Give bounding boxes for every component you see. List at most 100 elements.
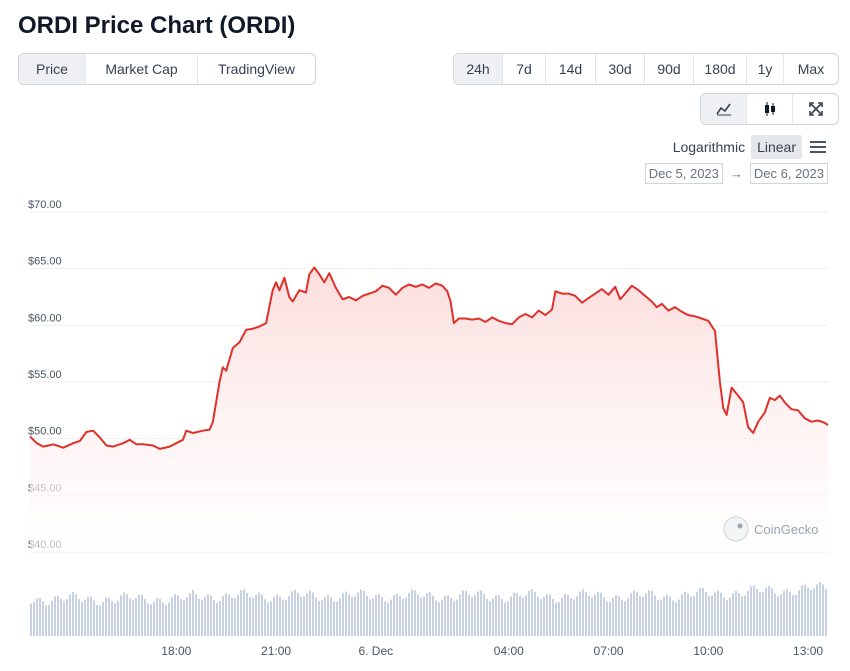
x-tick-label: 6. Dec: [358, 644, 393, 658]
volume-bar: [507, 601, 509, 636]
volume-bar: [774, 593, 776, 636]
volume-bar: [33, 601, 35, 636]
volume-bar: [336, 601, 338, 636]
volume-bar: [570, 598, 572, 636]
volume-bar: [666, 594, 668, 636]
volume-bar: [192, 589, 194, 636]
volume-bar: [450, 598, 452, 636]
volume-bar: [498, 595, 500, 636]
volume-bar: [228, 594, 230, 636]
volume-bar: [186, 597, 188, 636]
volume-bar: [777, 596, 779, 636]
volume-bar: [462, 590, 464, 636]
tab-tradingview[interactable]: TradingView: [217, 61, 296, 77]
y-tick-label: $45.00: [28, 482, 62, 494]
volume-bar: [345, 591, 347, 636]
volume-bar: [555, 602, 557, 636]
volume-bar: [753, 585, 755, 636]
volume-bar: [306, 593, 308, 636]
line-chart-button[interactable]: [701, 94, 747, 124]
range-14d[interactable]: 14d: [546, 54, 596, 84]
volume-bar: [756, 589, 758, 636]
volume-bar: [171, 597, 173, 636]
linear-option[interactable]: Linear: [751, 135, 802, 159]
volume-bar: [132, 600, 134, 636]
volume-bar: [606, 601, 608, 636]
volume-bar: [78, 598, 80, 636]
range-30d[interactable]: 30d: [596, 54, 645, 84]
volume-bar: [822, 584, 824, 636]
volume-bar: [381, 597, 383, 636]
range-180d[interactable]: 180d: [694, 54, 747, 84]
menu-icon[interactable]: [810, 138, 826, 156]
candlestick-button[interactable]: [747, 94, 793, 124]
volume-bar: [102, 601, 104, 636]
volume-bar: [813, 588, 815, 636]
volume-bar: [375, 595, 377, 636]
volume-bar: [612, 597, 614, 636]
price-area: [30, 267, 828, 552]
volume-bar: [174, 594, 176, 636]
volume-bar: [657, 599, 659, 636]
volume-bar: [492, 598, 494, 636]
volume-bar: [117, 600, 119, 636]
volume-bar: [735, 590, 737, 636]
volume-bar: [120, 595, 122, 636]
volume-bar: [333, 601, 335, 636]
volume-bar: [168, 602, 170, 636]
volume-bar: [60, 598, 62, 636]
volume-bar: [396, 593, 398, 636]
volume-bar: [414, 590, 416, 636]
volume-bar: [435, 600, 437, 636]
volume-bar: [351, 597, 353, 636]
y-tick-label: $60.00: [28, 312, 62, 324]
y-tick-label: $55.00: [28, 369, 62, 381]
range-1y[interactable]: 1y: [747, 54, 784, 84]
volume-bar: [519, 595, 521, 636]
volume-bar: [768, 586, 770, 636]
date-to-input[interactable]: Dec 6, 2023: [749, 163, 828, 184]
fullscreen-button[interactable]: [793, 94, 838, 124]
volume-bar: [282, 599, 284, 636]
volume-bar: [48, 605, 50, 636]
volume-bar: [297, 592, 299, 636]
volume-bar: [585, 591, 587, 636]
range-7d[interactable]: 7d: [503, 54, 546, 84]
volume-bar: [51, 600, 53, 636]
candlestick-icon: [764, 102, 775, 116]
range-24h[interactable]: 24h: [454, 54, 503, 84]
tab-price[interactable]: Price: [19, 54, 86, 84]
volume-bar: [390, 599, 392, 636]
volume-bar: [123, 592, 125, 636]
range-90d[interactable]: 90d: [645, 54, 694, 84]
volume-bar: [465, 590, 467, 636]
volume-bar: [222, 596, 224, 636]
volume-bar: [339, 598, 341, 636]
volume-bar: [678, 599, 680, 636]
volume-bar: [576, 596, 578, 636]
volume-bar: [237, 594, 239, 636]
volume-bar: [90, 596, 92, 636]
gecko-eye-icon: [737, 523, 743, 529]
volume-bar: [624, 601, 626, 636]
volume-bar: [180, 598, 182, 636]
volume-bar: [183, 600, 185, 636]
volume-bar: [45, 605, 47, 636]
volume-bar: [111, 600, 113, 636]
range-max[interactable]: Max: [797, 61, 825, 77]
volume-bar: [285, 600, 287, 636]
volume-bar: [711, 595, 713, 636]
tab-market-cap[interactable]: Market Cap: [86, 54, 198, 84]
volume-bar: [702, 588, 704, 636]
volume-bar: [810, 589, 812, 636]
volume-bar: [471, 596, 473, 636]
volume-bar: [321, 600, 323, 636]
volume-bar: [684, 591, 686, 636]
volume-bar: [489, 600, 491, 636]
date-from-input[interactable]: Dec 5, 2023: [644, 163, 723, 184]
volume-bar: [762, 591, 764, 636]
volume-bar: [708, 595, 710, 636]
volume-bar: [804, 584, 806, 636]
logarithmic-option[interactable]: Logarithmic: [672, 139, 746, 155]
volume-bar: [357, 592, 359, 636]
